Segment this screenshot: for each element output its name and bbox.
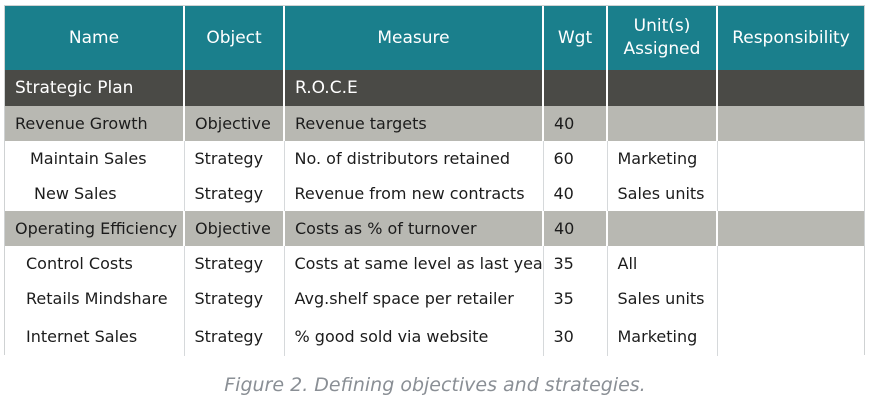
header-measure: Measure (284, 6, 544, 70)
figure-caption: Figure 2. Defining objectives and strate… (224, 374, 646, 396)
cell-name: Maintain Sales (5, 141, 185, 176)
header-units-assigned: Unit(s) Assigned (607, 6, 718, 70)
cell-measure: Revenue from new contracts (284, 176, 544, 211)
cell-name: Strategic Plan (5, 70, 185, 106)
cell-units: Marketing (607, 141, 718, 176)
cell-measure: No. of distributors retained (284, 141, 544, 176)
cell-object: Strategy (184, 141, 285, 176)
cell-responsibility (717, 316, 864, 356)
cell-name: Control Costs (5, 246, 185, 281)
objectives-table-frame: Name Object Measure Wgt Unit(s) Assigned… (4, 5, 865, 356)
cell-name: Operating Efficiency (5, 211, 185, 246)
cell-object: Strategy (184, 316, 285, 356)
header-row: Name Object Measure Wgt Unit(s) Assigned… (5, 6, 864, 70)
header-name: Name (5, 6, 185, 70)
cell-units (607, 211, 718, 246)
cell-wgt: 40 (543, 211, 608, 246)
cell-object: Strategy (184, 281, 285, 316)
header-responsibility: Responsibility (717, 6, 864, 70)
cell-measure: Revenue targets (284, 106, 544, 141)
cell-wgt: 60 (543, 141, 608, 176)
header-wgt: Wgt (543, 6, 608, 70)
cell-measure: Costs at same level as last year (284, 246, 544, 281)
cell-units (607, 106, 718, 141)
cell-responsibility (717, 211, 864, 246)
table-row-internet-sales: Internet Sales Strategy % good sold via … (5, 316, 864, 356)
table-row-control-costs: Control Costs Strategy Costs at same lev… (5, 246, 864, 281)
cell-responsibility (717, 106, 864, 141)
cell-name: Retails Mindshare (5, 281, 185, 316)
cell-wgt: 40 (543, 106, 608, 141)
cell-responsibility (717, 141, 864, 176)
table-row-operating-efficiency: Operating Efficiency Objective Costs as … (5, 211, 864, 246)
cell-measure: R.O.C.E (284, 70, 544, 106)
cell-name: Internet Sales (5, 316, 185, 356)
cell-responsibility (717, 246, 864, 281)
cell-object: Objective (184, 106, 285, 141)
cell-responsibility (717, 176, 864, 211)
cell-units: All (607, 246, 718, 281)
cell-measure: Avg.shelf space per retailer (284, 281, 544, 316)
cell-units: Sales units (607, 176, 718, 211)
cell-units: Sales units (607, 281, 718, 316)
cell-object: Strategy (184, 246, 285, 281)
cell-measure: Costs as % of turnover (284, 211, 544, 246)
table-row-new-sales: New Sales Strategy Revenue from new cont… (5, 176, 864, 211)
cell-object: Objective (184, 211, 285, 246)
cell-name: Revenue Growth (5, 106, 185, 141)
table-row-maintain-sales: Maintain Sales Strategy No. of distribut… (5, 141, 864, 176)
table-row-revenue-growth: Revenue Growth Objective Revenue targets… (5, 106, 864, 141)
table-row-strategic-plan: Strategic Plan R.O.C.E (5, 70, 864, 106)
objectives-table: Name Object Measure Wgt Unit(s) Assigned… (5, 6, 864, 356)
cell-units (607, 70, 718, 106)
cell-wgt: 35 (543, 281, 608, 316)
cell-measure: % good sold via website (284, 316, 544, 356)
cell-wgt: 30 (543, 316, 608, 356)
header-object: Object (184, 6, 285, 70)
cell-object (184, 70, 285, 106)
cell-responsibility (717, 70, 864, 106)
cell-object: Strategy (184, 176, 285, 211)
cell-wgt: 35 (543, 246, 608, 281)
table-row-retails-mindshare: Retails Mindshare Strategy Avg.shelf spa… (5, 281, 864, 316)
cell-wgt: 40 (543, 176, 608, 211)
cell-wgt (543, 70, 608, 106)
cell-units: Marketing (607, 316, 718, 356)
cell-name: New Sales (5, 176, 185, 211)
cell-responsibility (717, 281, 864, 316)
